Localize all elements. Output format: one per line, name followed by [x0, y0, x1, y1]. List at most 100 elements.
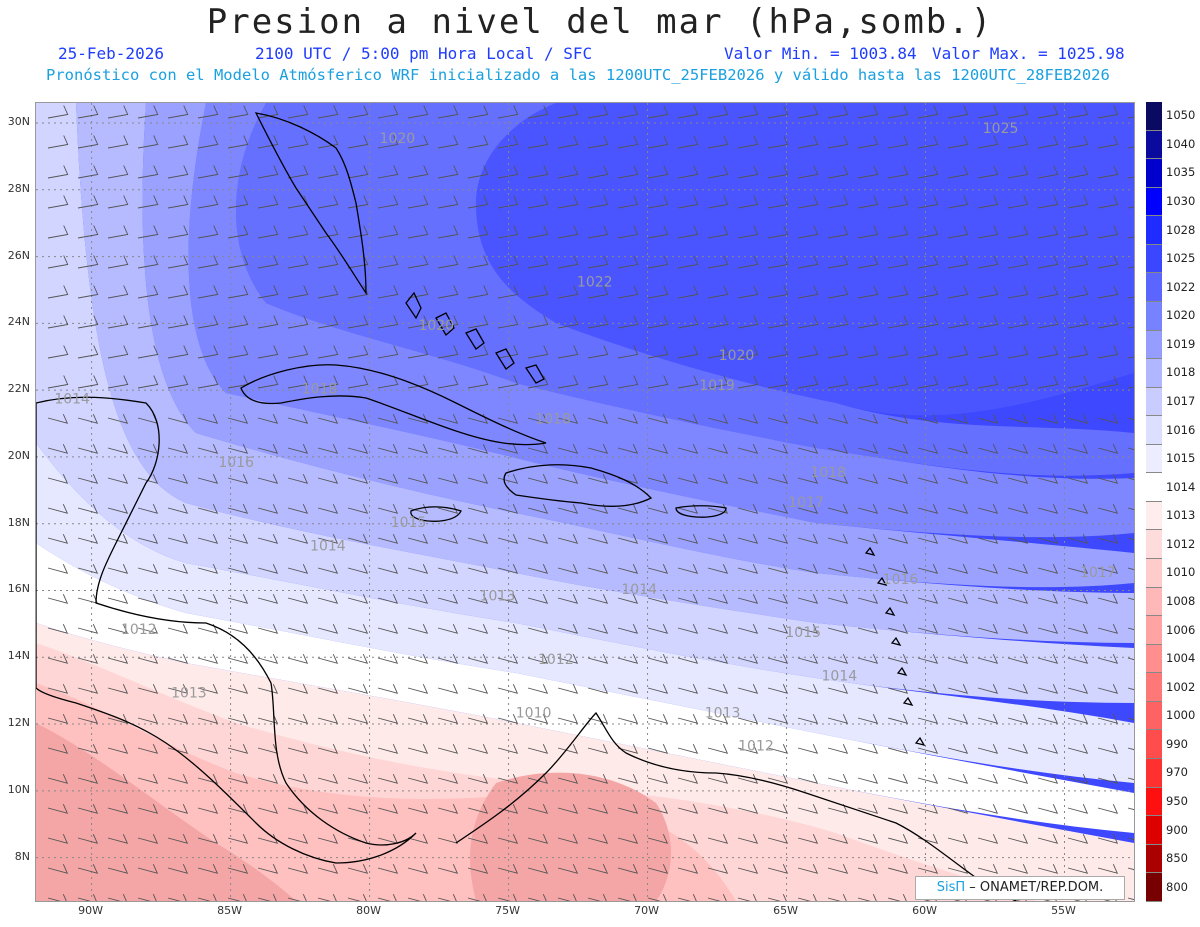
- wind-barb: [347, 654, 369, 664]
- wind-barb: [917, 195, 939, 209]
- colorbar-label: 1015: [1166, 451, 1196, 466]
- wind-barb: [197, 894, 217, 901]
- wind-barb: [347, 135, 369, 149]
- wind-barb: [197, 315, 219, 329]
- lat-tick-label: 12N: [7, 716, 30, 730]
- wind-barb: [347, 315, 369, 329]
- wind-barb: [617, 255, 639, 269]
- wind-barb: [1067, 684, 1089, 694]
- wind-barb: [437, 444, 459, 454]
- wind-barb: [797, 684, 819, 694]
- wind-barb: [677, 804, 699, 814]
- wind-barb: [767, 804, 789, 814]
- wind-barb: [377, 774, 399, 784]
- wind-barb: [497, 195, 519, 209]
- wind-barb: [977, 345, 999, 359]
- lat-tick-label: 30N: [7, 115, 30, 129]
- colorbar-label: 1000: [1166, 708, 1196, 723]
- wind-barb: [197, 684, 219, 694]
- contour-label: 1014: [621, 582, 657, 598]
- wind-barb: [347, 684, 369, 694]
- wind-barb: [707, 105, 729, 119]
- wind-barb: [917, 534, 939, 544]
- wind-barb: [767, 834, 789, 844]
- wind-barb: [227, 804, 249, 814]
- wind-barb: [287, 894, 307, 901]
- wind-barb: [467, 444, 489, 454]
- wind-barb: [707, 534, 729, 544]
- wind-barb: [1097, 504, 1119, 514]
- wind-barb: [887, 474, 909, 484]
- wind-barb: [287, 774, 309, 784]
- contour-label: 1015: [391, 515, 427, 531]
- wind-barb: [827, 774, 849, 784]
- wind-barb: [77, 195, 99, 209]
- wind-barb: [527, 654, 549, 664]
- wind-barb: [737, 654, 759, 664]
- wind-barb: [557, 504, 579, 514]
- wind-barb: [797, 165, 819, 179]
- wind-barb: [197, 504, 219, 514]
- wind-barb: [137, 594, 159, 604]
- wind-barb: [377, 744, 399, 754]
- wind-barb: [107, 804, 129, 814]
- wind-barb: [437, 864, 459, 874]
- contour-label: 1012: [121, 622, 157, 638]
- wind-barb: [587, 834, 609, 844]
- wind-barb: [737, 255, 759, 269]
- wind-barb: [77, 255, 99, 269]
- wind-barb: [737, 474, 759, 484]
- wind-barb: [557, 744, 579, 754]
- wind-barb: [557, 105, 579, 119]
- wind-barb: [887, 414, 909, 424]
- colorbar-label: 1010: [1166, 565, 1196, 580]
- wind-barb: [647, 414, 669, 424]
- wind-barb: [677, 834, 699, 844]
- colorbar-label: 1014: [1166, 479, 1196, 494]
- wind-barb: [857, 744, 879, 754]
- wind-barb: [947, 564, 969, 574]
- wind-barb: [467, 834, 489, 844]
- wind-barb: [617, 624, 639, 634]
- wind-barb: [707, 255, 729, 269]
- wind-barb: [977, 804, 999, 814]
- wind-barb: [1097, 255, 1119, 269]
- wind-barb: [467, 504, 489, 514]
- wind-barb: [257, 135, 279, 149]
- wind-barb: [1037, 195, 1059, 209]
- contour-label: 1010: [516, 705, 552, 721]
- wind-barb: [257, 504, 279, 514]
- wind-barb: [617, 594, 639, 604]
- lon-tick-label: 65W: [773, 904, 798, 917]
- wind-barb: [857, 195, 879, 209]
- wind-barb: [917, 594, 939, 604]
- wind-barb: [1067, 315, 1089, 329]
- wind-barb: [707, 564, 729, 574]
- wind-barb: [887, 444, 909, 454]
- wind-barb: [287, 714, 309, 724]
- wind-barb: [377, 444, 399, 454]
- wind-barb: [1097, 594, 1119, 604]
- wind-barb: [497, 894, 517, 901]
- wind-barb: [1007, 714, 1029, 724]
- colorbar-label: 1017: [1166, 394, 1196, 408]
- wind-barb: [467, 105, 489, 119]
- wind-barb: [407, 804, 429, 814]
- wind-barb: [77, 285, 99, 299]
- wind-barb: [1097, 744, 1119, 754]
- wind-barb: [497, 774, 519, 784]
- wind-barb: [47, 135, 69, 149]
- wind-barb: [167, 255, 189, 269]
- wind-barb: [257, 654, 279, 664]
- wind-barb: [1007, 165, 1029, 179]
- wind-barb: [257, 105, 279, 119]
- wind-barb: [77, 105, 99, 119]
- wind-barb: [47, 285, 69, 299]
- wind-barb: [437, 534, 459, 544]
- wind-barb: [467, 534, 489, 544]
- wind-barb: [797, 444, 819, 454]
- wind-barb: [197, 285, 219, 299]
- wind-barb: [617, 375, 639, 389]
- wind-barb: [797, 804, 819, 814]
- wind-barb: [77, 534, 99, 544]
